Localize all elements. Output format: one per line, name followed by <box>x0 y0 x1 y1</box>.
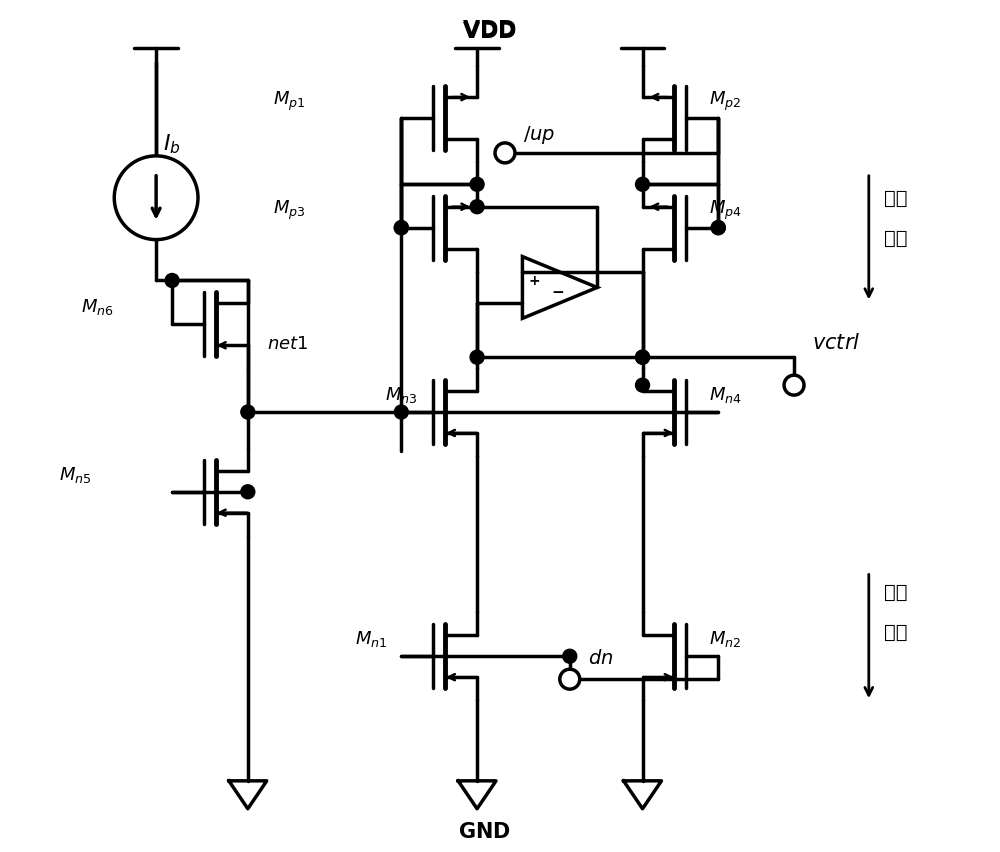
Text: $\mathit{M_{p4}}$: $\mathit{M_{p4}}$ <box>709 199 742 222</box>
Text: $\mathit{M_{n2}}$: $\mathit{M_{n2}}$ <box>709 629 742 648</box>
Circle shape <box>394 222 408 235</box>
Circle shape <box>470 178 484 192</box>
Text: $\mathit{M_{p2}}$: $\mathit{M_{p2}}$ <box>709 89 742 112</box>
Circle shape <box>636 351 650 365</box>
Text: 充电: 充电 <box>884 189 907 208</box>
Circle shape <box>241 406 255 419</box>
Circle shape <box>495 144 515 164</box>
Circle shape <box>711 222 725 235</box>
Text: $\mathit{M_{p3}}$: $\mathit{M_{p3}}$ <box>273 199 306 222</box>
Circle shape <box>711 222 725 235</box>
Circle shape <box>394 406 408 419</box>
Circle shape <box>636 378 650 393</box>
Text: $\mathbf{GND}$: $\mathbf{GND}$ <box>458 820 511 841</box>
Text: $/up$: $/up$ <box>523 124 555 146</box>
Text: 放电: 放电 <box>884 582 907 602</box>
Text: $net1$: $net1$ <box>267 335 309 353</box>
Circle shape <box>470 351 484 365</box>
Text: $\mathit{vctrl}$: $\mathit{vctrl}$ <box>812 333 860 353</box>
Text: $\mathit{M_{n5}}$: $\mathit{M_{n5}}$ <box>59 464 91 484</box>
Text: $\mathit{I_b}$: $\mathit{I_b}$ <box>163 132 181 156</box>
Text: $\mathbf{VDD}$: $\mathbf{VDD}$ <box>462 20 517 41</box>
Circle shape <box>636 178 650 192</box>
Circle shape <box>636 351 650 365</box>
Text: $\mathit{M_{n6}}$: $\mathit{M_{n6}}$ <box>81 297 113 317</box>
Text: $\mathit{M_{n1}}$: $\mathit{M_{n1}}$ <box>355 629 388 648</box>
Text: $dn$: $dn$ <box>588 648 613 667</box>
Text: $\mathit{M_{n4}}$: $\mathit{M_{n4}}$ <box>709 384 742 405</box>
Circle shape <box>165 274 179 288</box>
Text: $\mathit{M_{n3}}$: $\mathit{M_{n3}}$ <box>385 384 418 405</box>
Text: $\mathit{M_{p1}}$: $\mathit{M_{p1}}$ <box>273 89 306 112</box>
Circle shape <box>784 376 804 395</box>
Circle shape <box>241 486 255 499</box>
Circle shape <box>470 200 484 215</box>
Text: $\mathbf{VDD}$: $\mathbf{VDD}$ <box>462 21 517 43</box>
Text: 支路: 支路 <box>884 229 907 248</box>
Circle shape <box>394 222 408 235</box>
Text: −: − <box>551 285 564 300</box>
Text: 支路: 支路 <box>884 622 907 641</box>
Circle shape <box>114 157 198 240</box>
Text: +: + <box>529 274 540 288</box>
Circle shape <box>560 670 580 689</box>
Circle shape <box>563 649 577 664</box>
